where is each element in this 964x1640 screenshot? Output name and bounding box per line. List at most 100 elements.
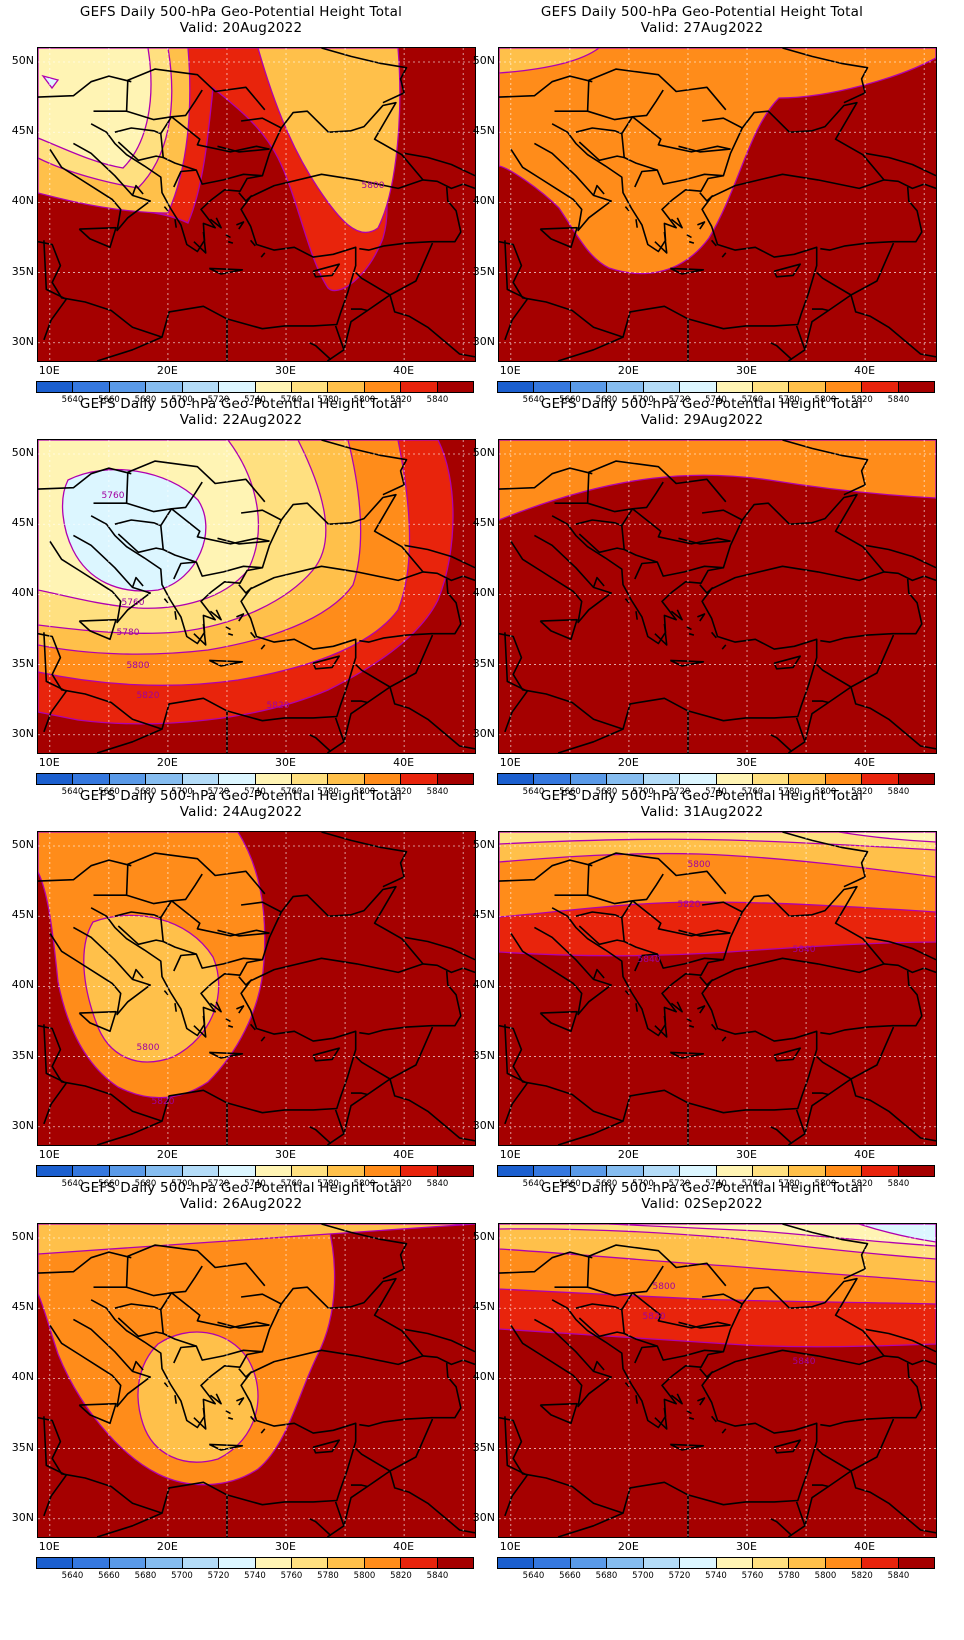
colorbar-swatch [146,382,183,392]
coastline-border [804,1093,829,1134]
coastline-border [721,1036,727,1042]
longitude-label: 20E [156,756,178,769]
latitude-label: 40N [11,1370,34,1384]
coastline-border [575,127,623,135]
latitude-label: 50N [11,1230,34,1244]
colorbar-tick-label: 5760 [280,395,303,405]
colorbar-swatch [898,1166,935,1176]
coastline-border [236,1005,245,1014]
colorbar-tick-label: 5660 [559,395,581,405]
coastline-border [225,234,231,239]
colorbar-swatch [789,1166,826,1176]
coastline-border [131,1360,144,1372]
coastline-border [173,1345,197,1364]
latitude-label: 50N [472,54,495,68]
longitude-label: 10E [38,1148,60,1161]
colorbar-tick-label: 5800 [814,395,837,405]
coastline-border [163,1382,169,1388]
map-area [498,47,937,362]
colorbar-swatch [825,1166,863,1176]
contour-label: 5780 [117,628,140,638]
coastline-border [504,1024,529,1125]
coastline-border [249,631,256,639]
coastline-border [635,611,638,620]
colorbar-tick-label: 5640 [522,787,545,797]
colorbar-swatch [680,1166,717,1176]
coastline-border [78,226,117,249]
colorbar-tick-label: 5740 [244,395,266,405]
coastline-border [217,537,270,545]
map-area [37,1223,476,1538]
colorbar-swatch [328,774,365,784]
coastline-border [820,186,923,251]
coastline-border [260,1428,266,1434]
colorbar-swatch [825,774,863,784]
coastline-border [710,1023,717,1031]
coastline-border [403,936,475,961]
coastline-border [174,1003,177,1012]
colorbar-tick-label: 5780 [317,1571,339,1581]
colorbar-swatch [401,774,438,784]
coastline-border [170,1265,270,1329]
coastline-border [240,117,282,129]
colorbar-tick-label: 5740 [705,395,727,405]
coastline-border [686,1018,692,1023]
coastline-border [170,481,270,545]
coastline-border [240,509,282,521]
coastline-border [539,1402,578,1425]
coastline-border [351,1056,391,1096]
coastline-border [403,544,475,569]
colorbar-tick-label: 5780 [317,1179,339,1189]
latitude-label: 50N [472,446,495,460]
coastline-border [131,968,144,980]
longitude-label: 40E [393,1540,415,1553]
colorbar-tick-label: 5800 [353,1179,376,1189]
coastline-border [787,717,806,753]
coastline-border [126,110,263,185]
coastline-border [820,578,923,643]
coastline-border [670,1001,683,1013]
map-area [498,439,937,754]
colorbar-tick-label: 5780 [778,395,800,405]
height-contour-region [499,48,936,275]
panel-title: GEFS Daily 500-hPa Geo-Potential Height … [540,4,864,20]
colorbar-swatch [498,1166,535,1176]
coastline-border [850,1470,936,1534]
colorbar-swatch [789,774,826,784]
colorbar-tick-label: 5720 [668,787,691,797]
coastline-border [126,1286,263,1361]
coastline-border [575,1303,623,1311]
longitude-label: 10E [499,1540,521,1553]
coastline-border [389,634,434,688]
colorbar [497,381,935,393]
coastline-border [117,925,164,946]
coastline-border [592,1360,605,1372]
coastline-border [773,1439,802,1454]
contour-label: 5800 [137,1043,160,1053]
coastline-border [699,976,714,986]
colorbar-tick-label: 5680 [134,395,157,405]
coastline-border [389,686,475,750]
height-contour-region [41,74,60,90]
colorbar-swatch [752,382,790,392]
coastline-border [227,1024,234,1028]
colorbar-swatch [825,1558,863,1568]
coastline-border [850,1026,895,1080]
colorbar-swatch [898,774,935,784]
colorbar-tick-label: 5700 [632,787,654,797]
coastline-border [238,192,253,202]
colorbar-swatch [607,774,644,784]
coastline-border [93,852,266,897]
height-contour-region [38,1224,475,1255]
height-contour-region [257,48,401,234]
height-field-svg: 5800 5820 5840 [499,1224,936,1537]
longitude-label: 20E [617,1148,639,1161]
longitude-label: 20E [617,364,639,377]
longitude-label: 20E [617,1540,639,1553]
colorbar-swatch [291,774,329,784]
latitude-label: 50N [472,1230,495,1244]
contour-label: 5840 [793,945,816,955]
map-panel: GEFS Daily 500-hPa Geo-Potential Height … [461,0,943,410]
coastline-border [804,1485,829,1526]
coastline-border [557,336,624,361]
